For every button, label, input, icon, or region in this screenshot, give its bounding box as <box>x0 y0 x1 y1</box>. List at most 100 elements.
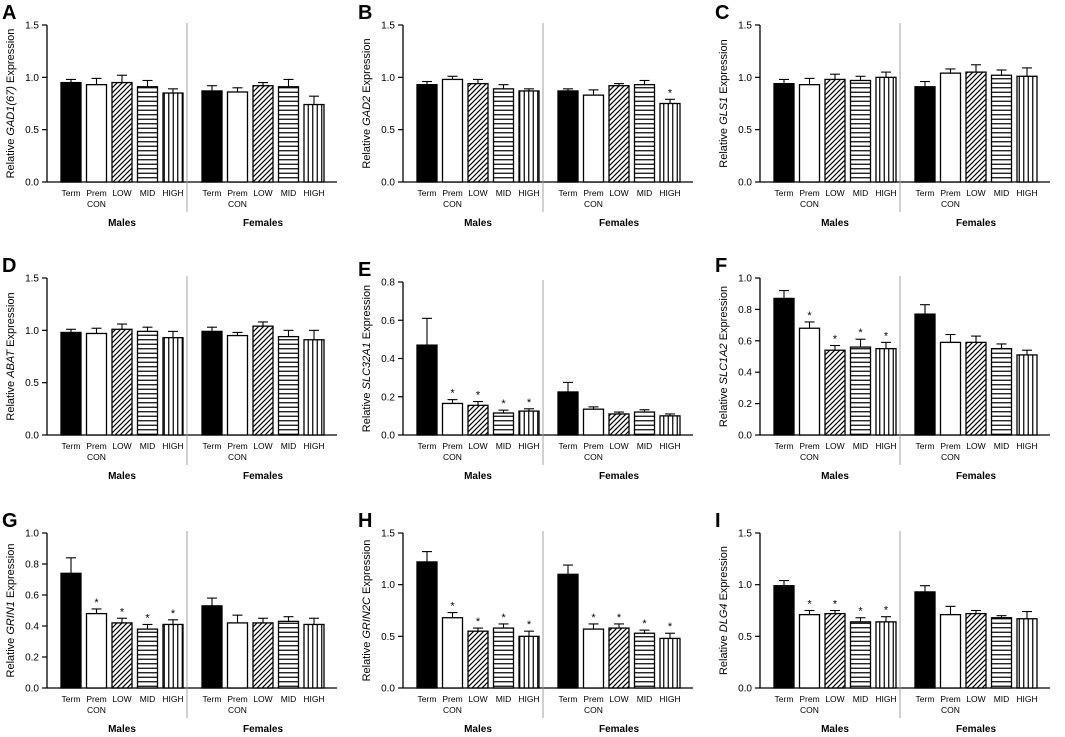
bar-females-low <box>965 341 987 436</box>
group-label-females: Females <box>243 471 283 482</box>
y-tick-label: 0.0 <box>25 431 39 442</box>
y-tick-label: 0.0 <box>738 431 752 442</box>
x-tick-label: CON <box>228 199 247 209</box>
x-tick-label: HIGH <box>518 694 539 704</box>
panel-letter: F <box>715 255 727 277</box>
bar-males-high <box>875 347 897 436</box>
bar-males-low <box>467 82 489 183</box>
x-tick-label: Term <box>916 441 935 451</box>
panel-letter: D <box>2 255 16 277</box>
bar-males-term <box>60 331 82 436</box>
panel-letter: H <box>358 510 372 532</box>
bar-males-mid <box>849 346 872 436</box>
significance-star: * <box>450 601 455 613</box>
x-tick-label: MID <box>637 694 653 704</box>
bar-females-term <box>201 605 223 689</box>
bar-females-high <box>659 102 681 183</box>
y-tick-label: 0.5 <box>738 125 752 136</box>
x-tick-label: HIGH <box>518 441 539 451</box>
bar-females-low <box>608 627 630 689</box>
y-axis-label-prefix: Relative <box>5 635 17 678</box>
bar-males-term <box>60 81 82 183</box>
bar-females-low <box>252 325 274 436</box>
bar-females-prem-con <box>226 622 249 689</box>
x-tick-label: CON <box>584 705 603 715</box>
bar-females-term <box>914 86 936 183</box>
y-axis-label-gene: SLC1A2 <box>718 343 730 384</box>
group-label-males: Males <box>821 218 849 229</box>
group-label-females: Females <box>956 471 996 482</box>
bar-females-mid <box>990 347 1013 436</box>
bar-males-high <box>162 92 184 183</box>
x-tick-label: Term <box>775 441 794 451</box>
panel-letter: B <box>358 2 372 24</box>
significance-star: * <box>527 619 532 631</box>
y-axis-label-prefix: Relative <box>718 632 730 675</box>
panel-letter: G <box>2 510 18 532</box>
x-tick-label: MID <box>853 694 869 704</box>
x-tick-label: Prem <box>583 441 603 451</box>
y-tick-label: 0.8 <box>738 305 752 316</box>
bar-males-low <box>824 78 846 183</box>
significance-star: * <box>668 87 673 99</box>
y-tick-label: 1.0 <box>25 73 39 84</box>
x-tick-label: Prem <box>227 694 247 704</box>
x-tick-label: Prem <box>940 188 960 198</box>
bar-females-term <box>557 573 579 689</box>
bar-males-high <box>162 623 184 689</box>
bar-females-high <box>659 637 681 689</box>
bar-females-low <box>965 612 987 689</box>
y-axis-label: Relative GAD1(67) Expression <box>5 29 17 179</box>
y-axis-label: Relative SLC1A2 Expression <box>718 286 730 427</box>
significance-star: * <box>807 310 812 322</box>
bar-females-high <box>1016 75 1038 183</box>
x-tick-label: Term <box>418 441 437 451</box>
significance-star: * <box>884 330 889 342</box>
x-tick-label: Term <box>916 188 935 198</box>
group-label-males: Males <box>821 724 849 735</box>
y-tick-label: 1.5 <box>381 529 395 540</box>
group-label-females: Females <box>243 218 283 229</box>
x-tick-label: LOW <box>253 441 272 451</box>
y-axis-label-suffix: Expression <box>718 546 730 603</box>
x-tick-label: MID <box>140 694 156 704</box>
panel-letter: I <box>715 510 721 532</box>
y-tick-label: 1.5 <box>25 274 39 285</box>
y-tick-label: 0.8 <box>381 278 395 289</box>
bar-females-prem-con <box>939 72 962 183</box>
significance-star: * <box>94 597 99 609</box>
x-tick-label: CON <box>800 452 819 462</box>
bar-females-term <box>201 330 223 436</box>
bar-females-high <box>1016 354 1038 436</box>
y-axis-label-gene: GRIN2C <box>361 597 373 639</box>
group-label-males: Males <box>821 471 849 482</box>
bar-females-low <box>608 413 630 436</box>
x-tick-label: Term <box>559 441 578 451</box>
y-tick-label: 0.6 <box>738 336 752 347</box>
x-tick-label: Prem <box>86 694 106 704</box>
bar-males-term <box>416 84 438 183</box>
x-tick-label: MID <box>853 188 869 198</box>
bar-males-prem-con <box>798 613 821 689</box>
x-tick-label: Prem <box>227 441 247 451</box>
significance-star: * <box>476 390 481 402</box>
significance-star: * <box>668 621 673 633</box>
bar-females-high <box>303 339 325 436</box>
bar-males-mid <box>492 412 515 436</box>
bar-males-term <box>773 82 795 183</box>
y-tick-label: 0.6 <box>381 316 395 327</box>
y-tick-label: 1.0 <box>738 73 752 84</box>
bar-females-prem-con <box>939 613 962 689</box>
bar-males-mid <box>136 330 159 436</box>
group-label-males: Males <box>464 724 492 735</box>
y-axis-label: Relative GRIN1 Expression <box>5 544 17 678</box>
y-tick-label: 0.0 <box>738 684 752 695</box>
significance-star: * <box>858 606 863 618</box>
y-tick-label: 1.0 <box>738 580 752 591</box>
x-tick-label: HIGH <box>1016 441 1037 451</box>
y-tick-label: 1.0 <box>381 73 395 84</box>
y-axis-label-prefix: Relative <box>361 126 373 169</box>
x-tick-label: HIGH <box>659 694 680 704</box>
x-tick-label: MID <box>994 441 1010 451</box>
